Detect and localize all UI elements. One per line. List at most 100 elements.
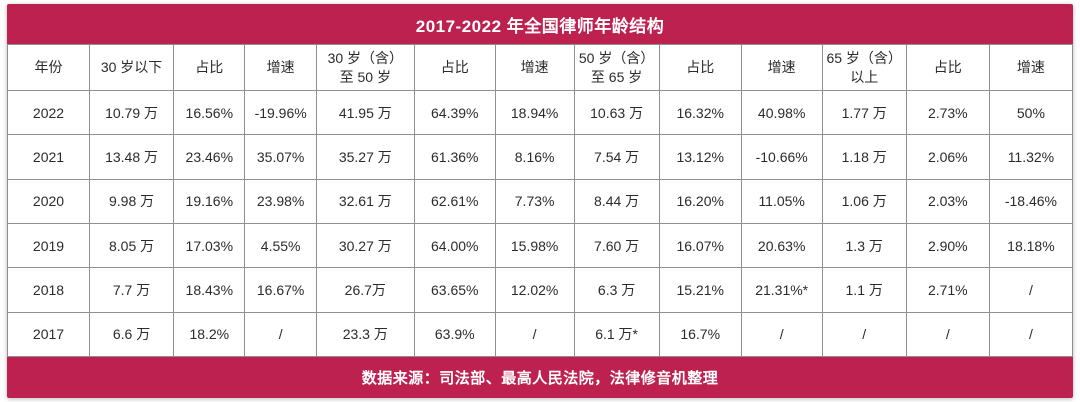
table-cell: 16.67% — [244, 267, 317, 313]
data-source-bar: 数据来源：司法部、最高人民法院，法律修音机整理 — [7, 357, 1073, 398]
table-cell: 12.02% — [494, 267, 575, 313]
table-cell: / — [988, 311, 1073, 358]
table-cell: 21.31%* — [740, 267, 823, 313]
table-cell: 13.48 万 — [88, 134, 175, 180]
table-cell: 15.98% — [494, 222, 575, 269]
table-cell: 35.27 万 — [315, 134, 415, 180]
table-cell: 40.98% — [740, 89, 823, 136]
table-cell: 18.2% — [173, 311, 246, 358]
table-cell: 64.00% — [413, 222, 496, 269]
column-header-30to50: 30 岁（含） 至 50 岁 — [315, 44, 415, 91]
table-row-2022: 2022 10.79 万 16.56% -19.96% 41.95 万 64.3… — [7, 89, 1073, 136]
table-cell: 23.46% — [173, 134, 246, 180]
table-row-2021: 2021 13.48 万 23.46% 35.07% 35.27 万 61.36… — [7, 134, 1073, 180]
table-cell: / — [821, 311, 907, 358]
table-cell: 50% — [988, 89, 1073, 136]
year-cell: 2018 — [7, 267, 90, 313]
table-cell: / — [494, 311, 575, 358]
table-cell: 63.9% — [413, 311, 496, 358]
table-cell: / — [244, 311, 317, 358]
table-cell: 16.7% — [658, 311, 742, 358]
table-cell: 6.1 万* — [573, 311, 660, 358]
table-title-bar: 2017-2022 年全国律师年龄结构 — [7, 4, 1073, 44]
table-cell: -10.66% — [740, 134, 823, 180]
table-cell: 4.55% — [244, 222, 317, 269]
table-cell: 16.20% — [658, 178, 742, 224]
table-cell: 16.07% — [658, 222, 742, 269]
table-title: 2017-2022 年全国律师年龄结构 — [415, 16, 665, 36]
column-header-share: 占比 — [173, 44, 246, 91]
table-cell: 16.56% — [173, 89, 246, 136]
table-cell: 17.03% — [173, 222, 246, 269]
table-cell: 6.3 万 — [573, 267, 660, 313]
column-header-growth: 增速 — [244, 44, 317, 91]
table-row-2018: 2018 7.7 万 18.43% 16.67% 26.7万 63.65% 12… — [7, 267, 1073, 313]
table-cell: 7.60 万 — [573, 222, 660, 269]
column-header-over65: 65 岁（含） 以上 — [821, 44, 907, 91]
age-structure-table: 年份 30 岁以下 占比 增速 30 岁（含） 至 50 岁 占比 增速 50 … — [7, 44, 1073, 358]
table-cell: -19.96% — [244, 89, 317, 136]
table-cell: 1.1 万 — [821, 267, 907, 313]
table-cell: 1.06 万 — [821, 178, 907, 224]
table-cell: 1.77 万 — [821, 89, 907, 136]
table-cell: 8.44 万 — [573, 178, 660, 224]
table-cell: / — [988, 267, 1073, 313]
table-cell: 1.3 万 — [821, 222, 907, 269]
table-cell: -18.46% — [988, 178, 1073, 224]
table-cell: 2.06% — [905, 134, 990, 180]
column-header-share: 占比 — [658, 44, 742, 91]
header-row: 年份 30 岁以下 占比 增速 30 岁（含） 至 50 岁 占比 增速 50 … — [7, 44, 1073, 91]
table-row-2019: 2019 8.05 万 17.03% 4.55% 30.27 万 64.00% … — [7, 222, 1073, 269]
table-cell: 13.12% — [658, 134, 742, 180]
table-cell: 10.79 万 — [88, 89, 175, 136]
table-card: 2017-2022 年全国律师年龄结构 年份 30 岁以下 占比 增速 30 岁… — [7, 4, 1073, 398]
table-cell: 6.6 万 — [88, 311, 175, 358]
table-cell: 8.05 万 — [88, 222, 175, 269]
table-cell: / — [905, 311, 990, 358]
year-cell: 2022 — [7, 89, 90, 136]
column-header-50to65: 50 岁（含） 至 65 岁 — [573, 44, 660, 91]
table-row-2017: 2017 6.6 万 18.2% / 23.3 万 63.9% / 6.1 万*… — [7, 311, 1073, 358]
table-cell: 64.39% — [413, 89, 496, 136]
column-header-growth: 增速 — [988, 44, 1073, 91]
year-cell: 2020 — [7, 178, 90, 224]
table-cell: 16.32% — [658, 89, 742, 136]
table-cell: 1.18 万 — [821, 134, 907, 180]
table-cell: 2.73% — [905, 89, 990, 136]
table-cell: 11.32% — [988, 134, 1073, 180]
table-cell: 63.65% — [413, 267, 496, 313]
table-cell: 7.73% — [494, 178, 575, 224]
table-cell: 26.7万 — [315, 267, 415, 313]
table-cell: 61.36% — [413, 134, 496, 180]
table-cell: 11.05% — [740, 178, 823, 224]
column-header-year: 年份 — [7, 44, 90, 91]
table-cell: 15.21% — [658, 267, 742, 313]
table-cell: 41.95 万 — [315, 89, 415, 136]
table-cell: 18.94% — [494, 89, 575, 136]
column-header-share: 占比 — [413, 44, 496, 91]
column-header-growth: 增速 — [494, 44, 575, 91]
column-header-share: 占比 — [905, 44, 990, 91]
table-cell: 19.16% — [173, 178, 246, 224]
table-row-2020: 2020 9.98 万 19.16% 23.98% 32.61 万 62.61%… — [7, 178, 1073, 224]
year-cell: 2021 — [7, 134, 90, 180]
year-cell: 2017 — [7, 311, 90, 358]
table-cell: 2.71% — [905, 267, 990, 313]
table-cell: 2.03% — [905, 178, 990, 224]
table-cell: 23.98% — [244, 178, 317, 224]
table-cell: 18.43% — [173, 267, 246, 313]
table-cell: 9.98 万 — [88, 178, 175, 224]
table-cell: 18.18% — [988, 222, 1073, 269]
table-cell: 62.61% — [413, 178, 496, 224]
table-cell: 8.16% — [494, 134, 575, 180]
table-cell: 7.54 万 — [573, 134, 660, 180]
column-header-under30: 30 岁以下 — [88, 44, 175, 91]
table-cell: 30.27 万 — [315, 222, 415, 269]
table-cell: / — [740, 311, 823, 358]
table-cell: 35.07% — [244, 134, 317, 180]
year-cell: 2019 — [7, 222, 90, 269]
table-cell: 2.90% — [905, 222, 990, 269]
table-cell: 10.63 万 — [573, 89, 660, 136]
table-cell: 32.61 万 — [315, 178, 415, 224]
